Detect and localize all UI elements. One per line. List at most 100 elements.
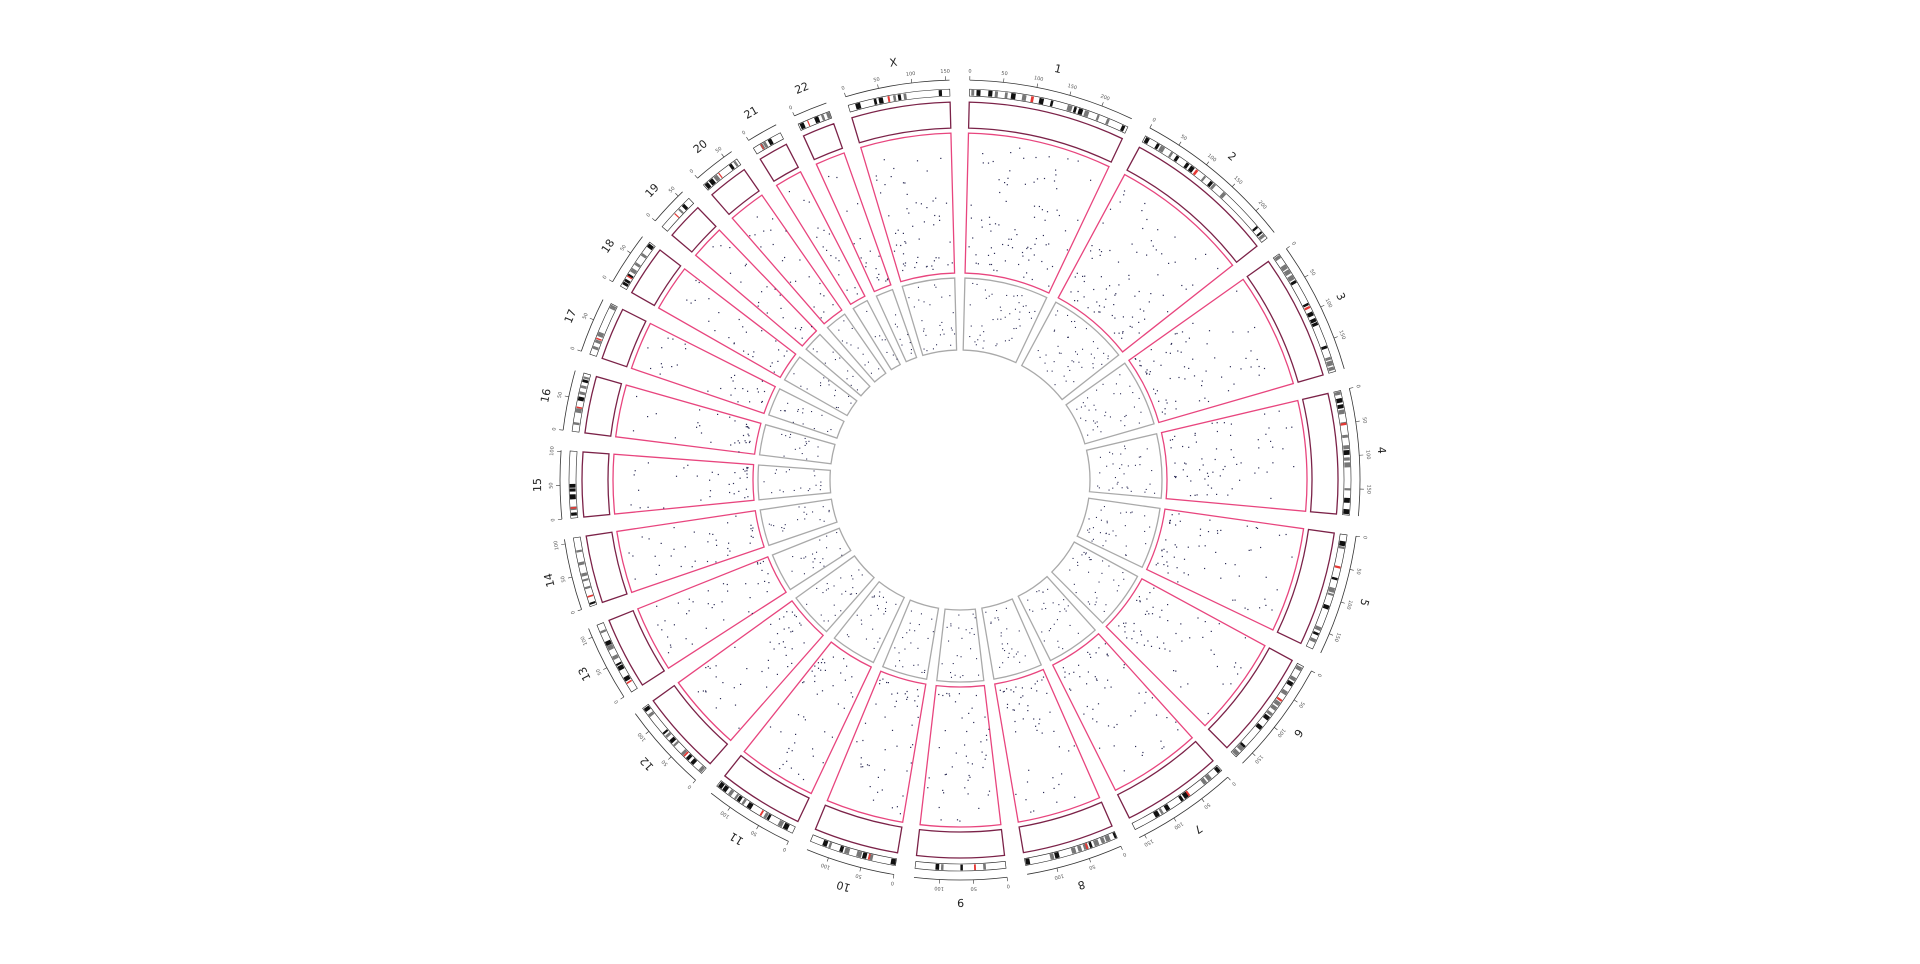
chr-4-point (1139, 457, 1140, 458)
chr-2-point (1054, 331, 1055, 332)
chr-1-point (1010, 152, 1011, 153)
chr-21-point (882, 339, 883, 340)
chr-5-point (1220, 578, 1221, 579)
chr-3-point (1194, 375, 1195, 376)
chr-16-point (748, 435, 749, 436)
chr-3-tick (1334, 337, 1338, 338)
chr-19-point (851, 385, 852, 386)
chr-6-tick-label: 100 (1276, 727, 1287, 738)
chr-6-point (1095, 592, 1096, 593)
chr-20-point (754, 234, 755, 235)
chr-8-point (1013, 656, 1014, 657)
chr-5-point (1256, 527, 1257, 528)
chr-x-point (954, 333, 955, 334)
chr-11-point (885, 611, 886, 612)
chr-6-point (1240, 667, 1241, 668)
chr-20-tick-label: 0 (689, 168, 695, 175)
chr-8-point (998, 619, 999, 620)
chr-14-point (728, 543, 729, 544)
chr-2-point (1149, 301, 1150, 302)
chr-x-point (924, 301, 925, 302)
chr-6-point (1076, 592, 1077, 593)
chr-4-point (1270, 441, 1271, 442)
chr-1-point (1023, 277, 1024, 278)
chr-4-point (1204, 478, 1205, 479)
chr-14-point (712, 534, 713, 535)
chr-10-point (861, 766, 862, 767)
chr-22-point (878, 256, 879, 257)
chr-14-point (797, 519, 798, 520)
chr-x-point (904, 265, 905, 266)
chr-2-tick-label: 200 (1257, 200, 1268, 211)
chr-13-point (826, 547, 827, 548)
chr-1-point (999, 179, 1000, 180)
chr-5-point (1188, 547, 1189, 548)
chr-10-point (902, 666, 903, 667)
chr-5-point (1259, 607, 1260, 608)
chr-1-point (1019, 148, 1020, 149)
chr-x-point (905, 262, 906, 263)
chr-4-point (1197, 494, 1198, 495)
chr-20-point (790, 282, 791, 283)
chr-16-point (784, 456, 785, 457)
chr-13-point (804, 573, 805, 574)
chr-7-point (1042, 609, 1043, 610)
chr-16-point (696, 427, 697, 428)
chr-7-point (1156, 715, 1157, 716)
chr-16-point (805, 445, 806, 446)
chr-12-point (698, 691, 699, 692)
chr-8-point (1003, 691, 1004, 692)
chr-4-track-middle (1162, 401, 1308, 512)
chr-9-point (968, 793, 969, 794)
chr-7-point (1087, 706, 1088, 707)
chr-20-point (772, 218, 773, 219)
chr-2-point (1130, 326, 1131, 327)
chr-6-point (1073, 558, 1074, 559)
chr-2-point (1075, 327, 1076, 328)
chr-3-point (1105, 412, 1106, 413)
chr-x-point (933, 200, 934, 201)
chr-3-point (1166, 352, 1167, 353)
chr-2-point (1067, 315, 1068, 316)
chr-4-band (1343, 450, 1349, 455)
chr-1-point (1034, 182, 1035, 183)
chr-6-point (1140, 601, 1141, 602)
chr-x-point (908, 213, 909, 214)
chr-10-point (879, 683, 880, 684)
chr-5-band (1339, 541, 1346, 547)
chr-1-point (1056, 188, 1057, 189)
chr-2-point (1174, 237, 1175, 238)
chr-1-band (971, 90, 974, 96)
chr-x-point (934, 215, 935, 216)
chr-17-tick-label: 0 (570, 346, 577, 351)
chr-9-point (985, 759, 986, 760)
chr-7-point (1124, 770, 1125, 771)
chr-x-point (906, 208, 907, 209)
chr-15-point (634, 474, 635, 475)
chr-10-tick-label: 0 (890, 880, 894, 886)
chr-6-point (1141, 634, 1142, 635)
chr-7-point (1088, 671, 1089, 672)
chr-6-point (1096, 602, 1097, 603)
chr-6-point (1095, 604, 1096, 605)
chr-12-point (800, 625, 801, 626)
chr-22-point (828, 176, 829, 177)
chr-8-point (1039, 719, 1040, 720)
chr-1-point (1007, 184, 1008, 185)
chr-8-point (1028, 770, 1029, 771)
chr-5-point (1217, 530, 1218, 531)
chr-17-point (784, 410, 785, 411)
chr-4-band (1343, 509, 1349, 514)
chr-1-tick-label: 150 (1067, 83, 1078, 91)
chr-11-point (878, 608, 879, 609)
chr-2-point (1132, 317, 1133, 318)
chr-18-point (850, 403, 851, 404)
chr-13-point (657, 624, 658, 625)
chr-11-point (840, 672, 841, 673)
chr-19-point (802, 338, 803, 339)
chr-9-point (967, 762, 968, 763)
chr-x-point (917, 257, 918, 258)
chr-7-point (1064, 677, 1065, 678)
chr-9-point (988, 729, 989, 730)
chr-10-point (873, 800, 874, 801)
